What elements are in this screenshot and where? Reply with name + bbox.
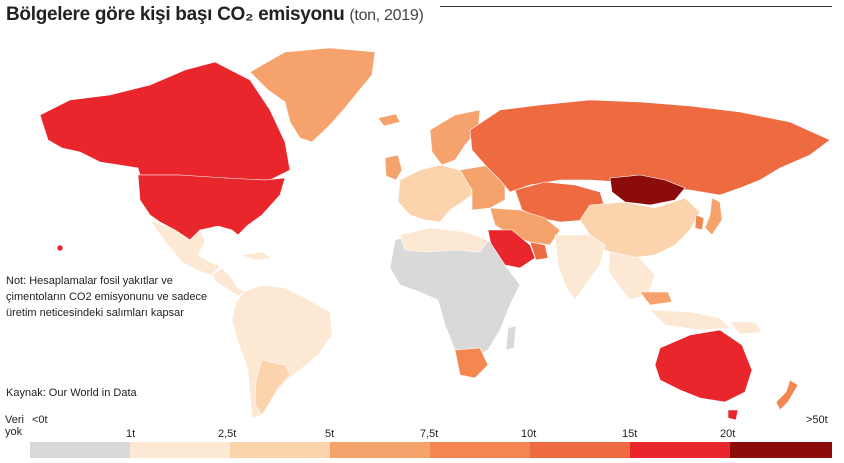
- legend-swatch-7: [730, 442, 832, 458]
- region-russia: [469, 99, 831, 196]
- region-gulf: [529, 241, 549, 261]
- region-central-america: [211, 267, 245, 297]
- world-map: [39, 47, 831, 420]
- region-hawaii: [56, 244, 64, 252]
- title-subtitle: (ton, 2019): [349, 7, 424, 24]
- legend-swatch-6: [630, 442, 730, 458]
- legend-swatch-no-data: [30, 442, 130, 458]
- region-western-europe: [397, 164, 473, 223]
- region-greenland: [249, 47, 376, 143]
- footnote-line-2: çimentoların CO2 emisyonunu ve sadece: [6, 291, 208, 303]
- map-title: Bölgelere göre kişi başı CO₂ emisyonu (t…: [6, 4, 424, 26]
- region-australia: [654, 329, 753, 403]
- region-mexico: [149, 219, 221, 276]
- legend-tick-6: 15t: [622, 428, 638, 440]
- source-credit: Kaynak: Our World in Data: [6, 387, 137, 399]
- region-indonesia: [649, 309, 731, 331]
- legend-tick-5: 10t: [521, 428, 537, 440]
- region-caribbean: [239, 251, 273, 261]
- legend-tick-4: 7,5t: [420, 428, 439, 440]
- legend-swatch-1: [130, 442, 230, 458]
- region-india: [554, 234, 606, 301]
- footnote-line-1: Not: Hesaplamalar fosil yakıtlar ve: [6, 275, 173, 287]
- legend-swatch-4: [430, 442, 530, 458]
- legend-tick-3: 5t: [325, 428, 335, 440]
- region-argentina: [254, 359, 291, 416]
- region-south-america: [231, 284, 333, 419]
- region-canada: [39, 61, 291, 181]
- footnote-line-3: üretim neticesindeki salımları kapsar: [6, 307, 184, 319]
- legend-no-data-line-1: Veri: [5, 414, 24, 426]
- region-south-africa: [454, 347, 489, 379]
- legend-gt-label: >50t: [806, 414, 828, 426]
- region-usa: [137, 174, 286, 241]
- region-scandinavia: [429, 109, 481, 166]
- legend-tick-2: 2,5t: [218, 428, 237, 440]
- region-uk: [384, 154, 403, 181]
- legend-no-data-label: Veri yok: [5, 414, 24, 438]
- region-mongolia: [609, 174, 686, 206]
- title-rule: [440, 6, 832, 7]
- legend-no-data-line-2: yok: [5, 426, 23, 438]
- region-madagascar: [505, 325, 517, 351]
- title-main: Bölgelere göre kişi başı CO₂ emisyonu: [6, 4, 345, 25]
- region-tasmania: [727, 409, 739, 420]
- region-north-africa: [399, 227, 489, 253]
- footnote: Not: Hesaplamalar fosil yakıtlar ve çime…: [6, 273, 207, 321]
- region-japan: [704, 197, 723, 236]
- region-southeast-asia: [607, 251, 656, 301]
- legend-swatch-3: [330, 442, 430, 458]
- region-iceland: [377, 113, 401, 127]
- legend-swatch-2: [230, 442, 330, 458]
- legend-tick-7: 20t: [720, 428, 736, 440]
- legend-tick-1: 1t: [126, 428, 136, 440]
- region-papua: [729, 321, 763, 335]
- legend-lt0-label: <0t: [32, 414, 48, 426]
- region-new-zealand: [775, 379, 799, 411]
- region-korea: [694, 214, 705, 231]
- legend-swatch-5: [530, 442, 630, 458]
- region-malaysia: [639, 291, 673, 306]
- region-middle-east: [489, 207, 561, 246]
